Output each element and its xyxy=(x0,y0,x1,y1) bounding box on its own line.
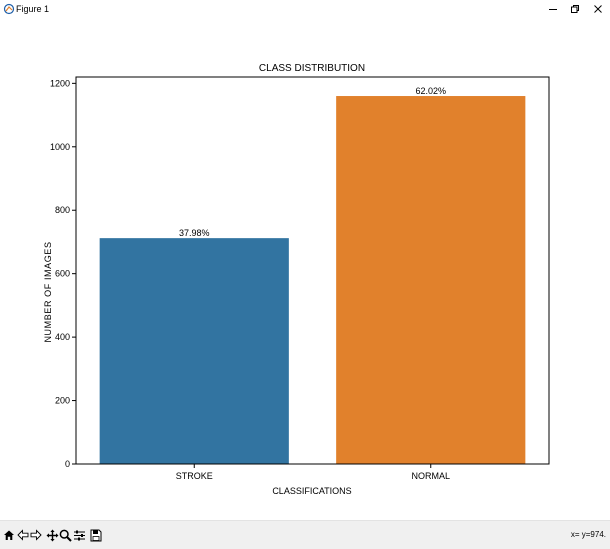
y-tick-label: 200 xyxy=(55,396,70,406)
home-button[interactable] xyxy=(2,526,15,544)
close-icon xyxy=(594,5,602,13)
window-title: Figure 1 xyxy=(16,4,50,14)
home-icon xyxy=(3,530,14,540)
y-tick-label: 400 xyxy=(55,332,70,342)
y-tick-label: 800 xyxy=(55,205,70,215)
zoom-icon xyxy=(59,529,72,542)
bar-chart: CLASS DISTRIBUTION CLASSIFICATIONS NUMBE… xyxy=(43,63,550,496)
minimize-icon xyxy=(549,9,557,10)
x-tick-label: NORMAL xyxy=(411,471,450,481)
x-tick-label: STROKE xyxy=(176,471,213,481)
minimize-button[interactable] xyxy=(541,1,565,17)
y-tick-label: 1000 xyxy=(50,142,70,152)
pan-icon xyxy=(46,529,58,541)
bar-normal xyxy=(336,96,526,465)
app-icon xyxy=(3,3,15,15)
window-title-bar: Figure 1 xyxy=(0,0,610,20)
x-axis-label: CLASSIFICATIONS xyxy=(272,486,351,496)
restore-icon xyxy=(571,5,579,13)
close-button[interactable] xyxy=(586,1,610,17)
forward-button[interactable] xyxy=(29,526,42,544)
restore-button[interactable] xyxy=(563,1,587,17)
chart-title: CLASS DISTRIBUTION xyxy=(259,63,365,74)
configure-subplots-button[interactable] xyxy=(72,526,86,544)
coordinate-readout: x= y=974. xyxy=(570,530,606,539)
y-tick-label: 0 xyxy=(65,459,70,469)
save-icon xyxy=(90,529,102,541)
y-tick-label: 1200 xyxy=(50,78,70,88)
forward-icon xyxy=(30,529,42,541)
y-axis-label: NUMBER OF IMAGES xyxy=(43,241,53,342)
back-icon xyxy=(16,529,28,541)
navigation-toolbar: x= y=974. xyxy=(0,520,610,549)
data-label-normal: 62.02% xyxy=(415,86,446,96)
configure-subplots-icon xyxy=(73,530,85,540)
pan-button[interactable] xyxy=(45,526,59,544)
back-button[interactable] xyxy=(16,526,29,544)
zoom-button[interactable] xyxy=(59,526,72,544)
figure-canvas[interactable]: CLASS DISTRIBUTION CLASSIFICATIONS NUMBE… xyxy=(0,20,610,520)
save-button[interactable] xyxy=(89,526,103,544)
data-label-stroke: 37.98% xyxy=(179,228,210,238)
plot-frame xyxy=(75,76,550,465)
y-tick-label: 600 xyxy=(55,269,70,279)
bar-stroke xyxy=(99,238,289,464)
